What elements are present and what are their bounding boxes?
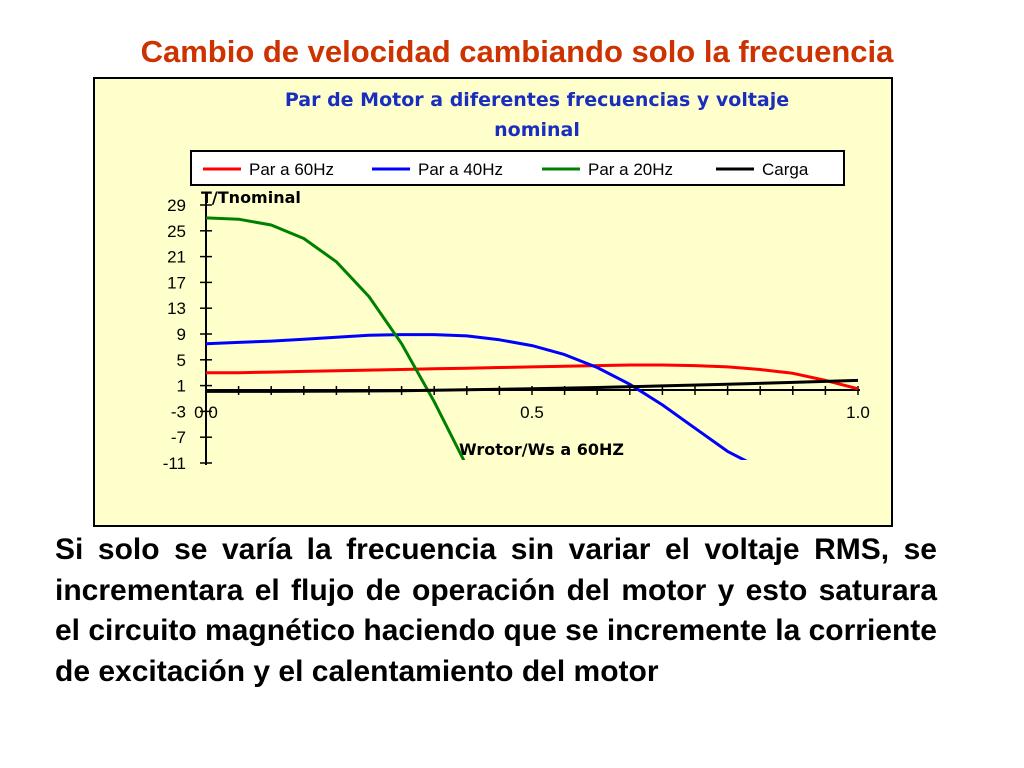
- legend-label-par-a-60hz: Par a 60Hz: [249, 160, 334, 179]
- series-line-par-a-20hz: [206, 216, 466, 460]
- y-tick-label: -7: [171, 428, 186, 447]
- y-tick-label: -11: [163, 454, 186, 473]
- series-line-par-a-60hz: [206, 363, 859, 391]
- chart-frame: Par de Motor a diferentes frecuencias y …: [93, 77, 893, 527]
- motor-torque-chart: Par de Motor a diferentes frecuencias y …: [163, 89, 870, 473]
- y-axis-label: T/Tnominal: [201, 188, 301, 207]
- chart-legend: Par a 60Hz Par a 40Hz Par a 20Hz Carga: [190, 150, 845, 186]
- chart-title-line-1: Par de Motor a diferentes frecuencias y …: [285, 89, 789, 111]
- y-tick-label: -3: [171, 402, 186, 421]
- series-line-par-a-40hz: [206, 333, 748, 460]
- slide-body-text: Si solo se varía la frecuencia sin varia…: [55, 533, 937, 688]
- legend-label-par-a-20hz: Par a 20Hz: [588, 160, 673, 179]
- chart-axes: 29 25 21 17 13 9 5 1 -3 -7 -11 0.0 0.5 1.0 T/Tnominal W…: [163, 188, 870, 473]
- x-tick-label: 0.0: [194, 403, 218, 422]
- y-tick-label: 13: [167, 299, 186, 318]
- y-tick-label: 17: [167, 273, 186, 292]
- legend-label-carga: Carga: [762, 160, 809, 179]
- x-tick-label: 1.0: [846, 403, 870, 422]
- slide-title: Cambio de velocidad cambiando solo la fr…: [140, 34, 894, 69]
- y-tick-label: 25: [167, 222, 186, 241]
- chart-title-line-2: nominal: [494, 119, 580, 141]
- y-tick-label: 1: [177, 377, 186, 396]
- y-tick-label: 9: [177, 325, 186, 344]
- chart-series: [206, 216, 859, 460]
- chart-title: Par de Motor a diferentes frecuencias y …: [285, 89, 789, 141]
- series-line-carga: [206, 378, 859, 393]
- y-tick-label: 5: [177, 351, 186, 370]
- y-tick-label: 29: [167, 196, 186, 215]
- x-tick-label: 0.5: [520, 403, 544, 422]
- legend-label-par-a-40hz: Par a 40Hz: [418, 160, 503, 179]
- y-tick-label: 21: [167, 248, 186, 267]
- x-axis-label: Wrotor/Ws a 60HZ: [459, 440, 624, 459]
